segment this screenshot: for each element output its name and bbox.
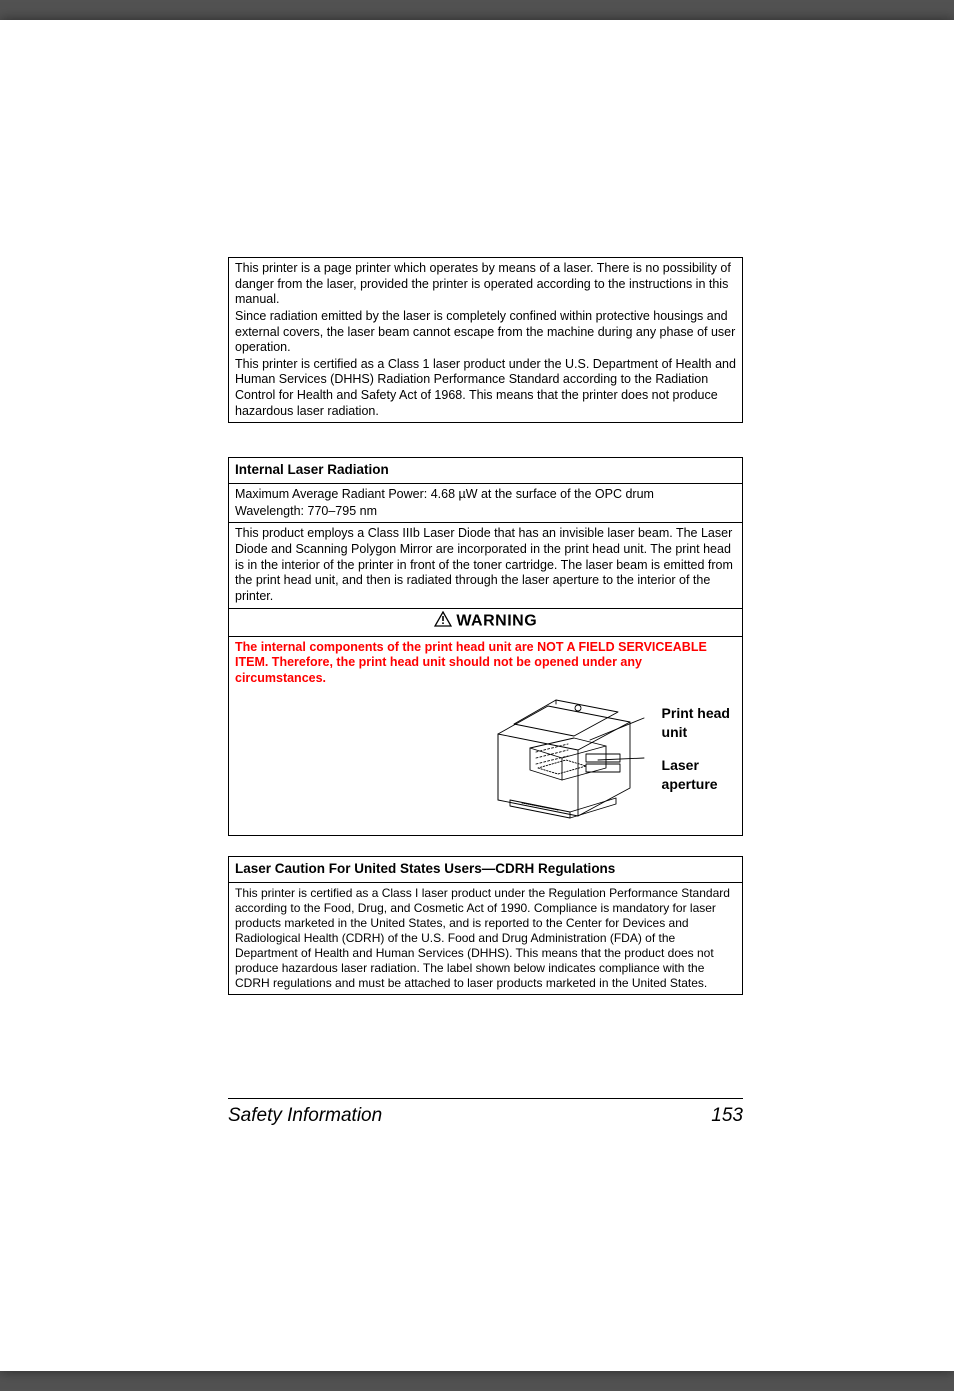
- document-page: This printer is a page printer which ope…: [0, 20, 954, 1371]
- footer-page-number: 153: [711, 1105, 743, 1127]
- page-footer: Safety Information 153: [228, 1098, 743, 1127]
- spacer: [228, 423, 743, 457]
- warning-label: WARNING: [456, 612, 537, 629]
- intro-row: Since radiation emitted by the laser is …: [229, 308, 742, 356]
- internal-title: Internal Laser Radiation: [229, 458, 742, 484]
- internal-spec-row: Maximum Average Radiant Power: 4.68 µW a…: [229, 484, 742, 503]
- internal-body: This product employs a Class IIIb Laser …: [229, 523, 742, 608]
- label-printhead-1: Print head: [662, 704, 730, 723]
- footer-title: Safety Information: [228, 1105, 382, 1127]
- diagram-wrap: Print head unit Laser aperture: [478, 692, 730, 825]
- diagram-area: Print head unit Laser aperture: [229, 686, 742, 835]
- warning-icon: [434, 611, 452, 632]
- warning-band: WARNING: [229, 609, 742, 637]
- intro-p3: This printer is certified as a Class 1 l…: [235, 357, 736, 420]
- label-printhead-2: unit: [662, 723, 730, 742]
- intro-row: This printer is a page printer which ope…: [229, 258, 742, 308]
- internal-laser-box: Internal Laser Radiation Maximum Average…: [228, 457, 743, 836]
- intro-p2: Since radiation emitted by the laser is …: [235, 309, 736, 356]
- warning-content: The internal components of the print hea…: [229, 637, 742, 836]
- cdrh-title: Laser Caution For United States Users—CD…: [229, 857, 742, 883]
- content-area: This printer is a page printer which ope…: [228, 257, 743, 995]
- label-aperture-2: aperture: [662, 775, 730, 794]
- intro-box: This printer is a page printer which ope…: [228, 257, 743, 423]
- cdrh-body: This printer is certified as a Class I l…: [229, 883, 742, 994]
- label-aperture-1: Laser: [662, 756, 730, 775]
- intro-p1: This printer is a page printer which ope…: [235, 261, 736, 308]
- cdrh-box: Laser Caution For United States Users—CD…: [228, 856, 743, 995]
- spacer: [228, 836, 743, 856]
- printer-diagram: [478, 692, 650, 825]
- diagram-labels: Print head unit Laser aperture: [662, 692, 730, 794]
- internal-spec-row: Wavelength: 770–795 nm: [229, 503, 742, 524]
- warning-text: The internal components of the print hea…: [229, 637, 742, 687]
- internal-line1: Maximum Average Radiant Power: 4.68 µW a…: [235, 487, 654, 501]
- internal-line2: Wavelength: 770–795 nm: [235, 504, 377, 518]
- intro-row: This printer is certified as a Class 1 l…: [229, 356, 742, 423]
